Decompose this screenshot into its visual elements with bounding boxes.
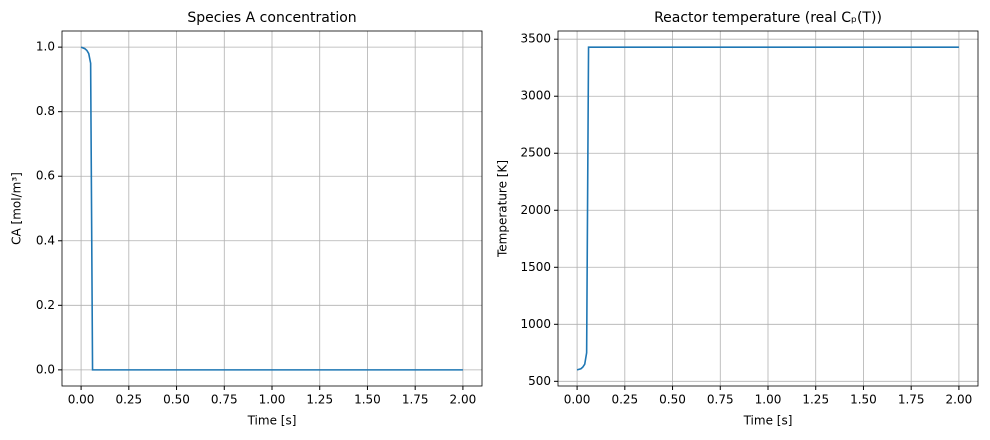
- x-tick-label: 0.25: [115, 393, 142, 407]
- axes-frame: [61, 30, 483, 387]
- y-tick-label: 0.6: [36, 169, 55, 183]
- x-tick-label: 0.50: [659, 393, 686, 407]
- x-axis-label: Time [s]: [247, 414, 297, 428]
- x-tick-label: 1.50: [354, 393, 381, 407]
- x-tick-label: 1.00: [259, 393, 286, 407]
- x-tick-label: 1.50: [850, 393, 877, 407]
- y-tick-label: 3000: [520, 89, 551, 103]
- y-tick-label: 3500: [520, 32, 551, 46]
- x-tick-label: 2.00: [450, 393, 477, 407]
- x-tick-label: 0.75: [707, 393, 734, 407]
- x-tick-label: 0.25: [611, 393, 638, 407]
- data-line: [80, 46, 463, 371]
- y-axis-label: Temperature [K]: [496, 160, 510, 258]
- axes-frame: [557, 30, 979, 387]
- x-tick-label: 0.50: [163, 393, 190, 407]
- x-tick-label: 1.75: [402, 393, 429, 407]
- x-tick-label: 2.00: [946, 393, 973, 407]
- y-tick-label: 500: [528, 374, 551, 388]
- x-axis-label: Time [s]: [743, 414, 793, 428]
- chart-title: Reactor temperature (real Cₚ(T)): [654, 10, 882, 26]
- x-tick-label: 0.00: [68, 393, 95, 407]
- x-tick-label: 1.00: [755, 393, 782, 407]
- x-tick-label: 1.25: [306, 393, 333, 407]
- chart-title: Species A concentration: [187, 10, 356, 26]
- x-tick-label: 0.75: [211, 393, 238, 407]
- x-tick-label: 1.75: [898, 393, 925, 407]
- y-tick-label: 0.4: [36, 233, 55, 247]
- y-tick-label: 1000: [520, 317, 551, 331]
- y-tick-label: 1500: [520, 260, 551, 274]
- y-axis-label: CA [mol/m³]: [10, 172, 24, 245]
- y-tick-label: 0.2: [36, 298, 55, 312]
- y-tick-label: 2500: [520, 146, 551, 160]
- y-tick-label: 0.0: [36, 362, 55, 376]
- y-tick-label: 1.0: [36, 40, 55, 54]
- y-tick-label: 2000: [520, 203, 551, 217]
- data-line: [576, 46, 959, 371]
- y-tick-label: 0.8: [36, 104, 55, 118]
- x-tick-label: 0.00: [564, 393, 591, 407]
- x-tick-label: 1.25: [802, 393, 829, 407]
